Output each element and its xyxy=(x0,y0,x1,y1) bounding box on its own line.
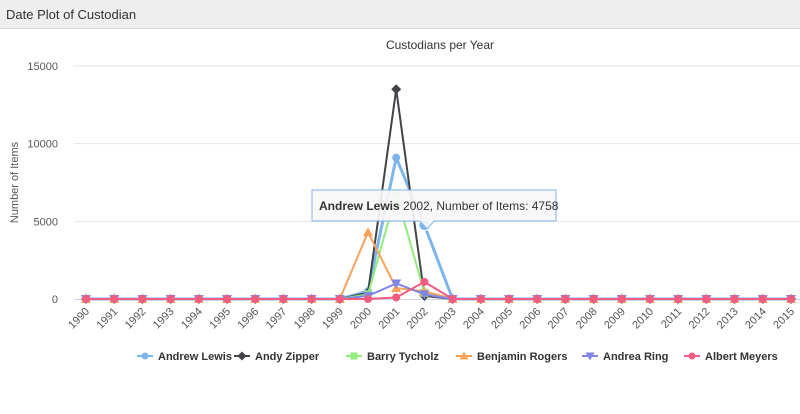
legend-label[interactable]: Andy Zipper xyxy=(255,351,320,363)
legend-marker[interactable] xyxy=(688,352,696,360)
data-point[interactable] xyxy=(617,295,626,303)
tooltip-series-name: Andrew Lewis xyxy=(319,199,400,213)
data-point[interactable] xyxy=(674,295,683,303)
x-tick-label: 1996 xyxy=(236,306,262,332)
x-tick-label: 1993 xyxy=(151,306,177,332)
x-tick-label: 2001 xyxy=(377,306,403,332)
x-tick-label: 2002 xyxy=(405,306,431,332)
x-tick-label: 2006 xyxy=(518,306,544,332)
data-point[interactable] xyxy=(448,295,457,303)
panel-title: Date Plot of Custodian xyxy=(6,7,137,22)
legend-marker[interactable] xyxy=(237,351,247,361)
data-point[interactable] xyxy=(476,295,485,303)
x-tick-label: 2008 xyxy=(574,306,600,332)
legend-marker[interactable] xyxy=(350,352,358,360)
legend-item-barry-tycholz[interactable]: Barry Tycholz xyxy=(346,351,439,363)
panel-header: Date Plot of Custodian xyxy=(0,0,800,29)
data-point[interactable] xyxy=(730,295,739,303)
tooltip-text: Andrew Lewis 2002, Number of Items: 4758 xyxy=(319,199,559,213)
legend-item-andrew-lewis[interactable]: Andrew Lewis xyxy=(137,351,232,363)
legend-label[interactable]: Barry Tycholz xyxy=(367,351,439,363)
data-point[interactable] xyxy=(251,295,260,303)
legend-label[interactable]: Benjamin Rogers xyxy=(477,351,567,363)
x-tick-label: 2014 xyxy=(743,306,769,332)
tooltip-value: 2002, Number of Items: 4758 xyxy=(400,199,559,213)
data-point[interactable] xyxy=(194,295,203,303)
data-point[interactable] xyxy=(646,295,654,303)
x-tick-label: 2005 xyxy=(489,306,515,332)
legend-marker[interactable] xyxy=(459,351,469,360)
x-tick-label: 2000 xyxy=(348,306,374,332)
x-tick-label: 1995 xyxy=(207,306,233,332)
data-point[interactable] xyxy=(335,295,344,303)
data-point[interactable] xyxy=(533,295,542,303)
x-tick-label: 1994 xyxy=(179,306,205,332)
data-point[interactable] xyxy=(392,293,401,302)
series-line xyxy=(86,280,791,300)
data-point[interactable] xyxy=(110,295,119,303)
chart-title: Custodians per Year xyxy=(386,38,494,52)
data-point[interactable] xyxy=(702,295,711,303)
y-axis-title: Number of Items xyxy=(9,141,21,223)
y-tick-label: 15000 xyxy=(27,61,58,73)
y-tick-label: 10000 xyxy=(27,139,58,151)
legend-label[interactable]: Andrea Ring xyxy=(603,351,668,363)
series-andrew-lewis xyxy=(82,153,795,303)
custodians-line-chart: Custodians per Year 0 5000 10000 15000 Number… xyxy=(9,38,800,363)
x-tick-label: 2015 xyxy=(771,306,797,332)
data-point[interactable] xyxy=(392,153,401,162)
y-tick-label: 5000 xyxy=(34,216,58,228)
x-tick-label: 2003 xyxy=(433,306,459,332)
data-point[interactable] xyxy=(279,295,288,303)
x-tick-label: 2011 xyxy=(659,306,684,331)
series-line xyxy=(86,156,791,301)
data-point[interactable] xyxy=(391,84,402,95)
legend-item-albert-meyers[interactable]: Albert Meyers xyxy=(684,351,778,363)
x-tick-label: 1991 xyxy=(95,306,121,332)
data-point[interactable] xyxy=(391,279,402,289)
tooltip: Andrew Lewis 2002, Number of Items: 4758 xyxy=(311,189,559,230)
data-point[interactable] xyxy=(420,277,429,286)
x-tick-label: 2012 xyxy=(687,306,713,332)
x-tick-label: 1997 xyxy=(264,306,290,332)
data-point[interactable] xyxy=(223,295,231,303)
legend-item-andy-zipper[interactable]: Andy Zipper xyxy=(234,351,320,363)
data-point[interactable] xyxy=(166,295,175,303)
data-point[interactable] xyxy=(364,295,372,303)
data-point[interactable] xyxy=(419,290,430,300)
legend-label[interactable]: Albert Meyers xyxy=(705,351,778,363)
legend-item-andrea-ring[interactable]: Andrea Ring xyxy=(582,351,668,363)
data-point[interactable] xyxy=(82,295,90,303)
x-tick-label: 2009 xyxy=(602,306,628,332)
data-point[interactable] xyxy=(138,295,147,303)
data-point[interactable] xyxy=(787,295,795,303)
x-tick-label: 2004 xyxy=(461,306,487,332)
data-point[interactable] xyxy=(758,295,767,303)
legend-item-benjamin-rogers[interactable]: Benjamin Rogers xyxy=(456,351,567,363)
x-tick-label: 2013 xyxy=(715,306,741,332)
x-tick-label: 1998 xyxy=(292,306,318,332)
legend-marker[interactable] xyxy=(585,352,595,361)
x-tick-label: 1990 xyxy=(66,306,92,332)
data-point[interactable] xyxy=(589,295,598,303)
data-point[interactable] xyxy=(561,295,570,303)
y-tick-label: 0 xyxy=(52,294,58,306)
legend-marker[interactable] xyxy=(141,352,149,360)
x-tick-label: 1992 xyxy=(123,306,149,332)
x-tick-label: 2010 xyxy=(630,306,656,332)
x-tick-label: 2007 xyxy=(546,306,572,332)
series-albert-meyers xyxy=(82,277,795,303)
data-point[interactable] xyxy=(307,295,316,303)
data-point[interactable] xyxy=(363,227,373,237)
data-point[interactable] xyxy=(505,295,513,303)
legend-label[interactable]: Andrew Lewis xyxy=(158,351,232,363)
tooltip-box xyxy=(311,189,557,230)
x-tick-label: 1999 xyxy=(320,306,346,332)
